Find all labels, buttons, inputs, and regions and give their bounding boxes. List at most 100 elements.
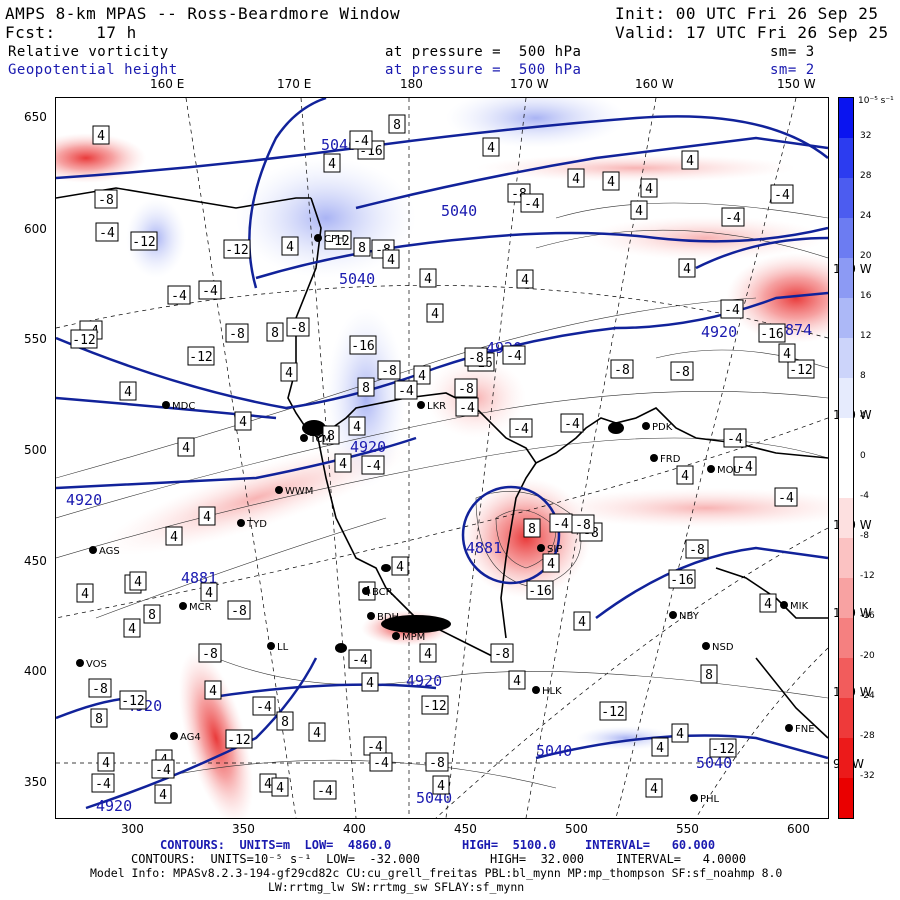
colorbar-label-11: -12 [860, 571, 875, 581]
vorticity-value-box-98: 4 [280, 362, 298, 382]
vorticity-value-box-29: 4 [432, 775, 450, 795]
vorticity-value-text-1: 4 [124, 385, 132, 400]
vorticity-value-text-91: -4 [727, 432, 743, 447]
vorticity-value-text-36: 4 [102, 756, 110, 771]
vorticity-contour-high: HIGH= 32.000 [490, 852, 584, 866]
vorticity-value-box-66: -4 [774, 487, 798, 507]
vorticity-value-box-11: 4 [204, 680, 222, 700]
station-label-10: AG4 [180, 732, 201, 743]
station-label-12: MPM [402, 632, 425, 643]
colorbar-segment-16 [839, 738, 853, 778]
vorticity-value-text-2: -4 [725, 211, 741, 226]
station-16: PDK [642, 422, 673, 433]
vorticity-value-box-77: -8 [425, 752, 449, 772]
vorticity-contour-info: CONTOURS: UNITS=10⁻⁵ s⁻¹ LOW= -32.000 [131, 852, 420, 866]
vorticity-value-text-44: -8 [202, 647, 218, 662]
vorticity-value-box-58: 4 [759, 593, 777, 613]
top-lon-label-0: 160 E [150, 77, 185, 91]
y-tick-label-5: 400 [24, 664, 47, 678]
vorticity-value-text-26: 4 [656, 741, 664, 756]
vorticity-value-text-72: -8 [689, 543, 705, 558]
vorticity-value-text-101: 4 [387, 253, 395, 268]
vorticity-value-text-31: -12 [189, 350, 212, 365]
vorticity-value-box-117: -8 [610, 359, 634, 379]
terrain-detail [302, 420, 624, 653]
vorticity-value-text-43: 4 [513, 674, 521, 689]
vorticity-value-box-28: -8 [571, 514, 595, 534]
height-label-7: 4920 [350, 438, 386, 456]
vorticity-value-text-93: 4 [170, 530, 178, 545]
station-9: VOS [76, 659, 107, 670]
vorticity-value-text-17: -12 [789, 363, 812, 378]
vorticity-value-box-88: -4 [520, 193, 544, 213]
vorticity-value-box-82: 4 [573, 611, 591, 631]
colorbar-label-1: 28 [860, 171, 872, 181]
vorticity-value-box-118: -4 [95, 222, 119, 242]
vorticity-value-box-27: 8 [700, 664, 718, 684]
vorticity-value-text-25: -8 [231, 604, 247, 619]
vorticity-value-box-34: -16 [758, 323, 786, 343]
colorbar-label-3: 20 [860, 251, 872, 261]
vorticity-value-box-78: -8 [490, 643, 514, 663]
vorticity-value-box-102: 8 [322, 425, 340, 445]
vorticity-value-text-65: -4 [171, 289, 187, 304]
vorticity-value-box-91: -4 [723, 428, 747, 448]
y-tick-label-6: 350 [24, 775, 47, 789]
vorticity-value-text-116: 4 [313, 726, 321, 741]
vorticity-value-text-78: -8 [494, 647, 510, 662]
vorticity-value-boxes: -124-4444848-884-8-16-8-12-16-128-44-48-… [70, 114, 815, 804]
station-label-15: LKR [427, 401, 446, 412]
colorbar-segment-5 [839, 298, 853, 338]
vorticity-value-text-30: 8 [271, 326, 279, 341]
station-22: MIK [780, 601, 809, 612]
vorticity-value-text-96: -8 [468, 351, 484, 366]
vorticity-value-box-60: 8 [276, 711, 294, 731]
x-tick-label-2: 400 [343, 822, 366, 836]
colorbar-segment-7 [839, 378, 853, 418]
vorticity-value-box-40: 4 [678, 258, 696, 278]
station-19: NBY [669, 611, 700, 622]
vorticity-value-box-79: -4 [349, 130, 373, 150]
vorticity-value-text-64: 4 [97, 129, 105, 144]
height-label-5: 5040 [696, 754, 732, 772]
colorbar-segment-8 [839, 418, 853, 458]
colorbar-label-4: 16 [860, 291, 872, 301]
vorticity-value-text-3: 4 [339, 457, 347, 472]
vorticity-value-box-2: -4 [721, 207, 745, 227]
field1-name: Relative vorticity [8, 44, 169, 60]
vorticity-value-box-83: -4 [394, 380, 418, 400]
colorbar-segment-2 [839, 178, 853, 218]
colorbar-label-14: -24 [860, 691, 875, 701]
map-canvas: 5040504050405040504050404920492049204920… [56, 98, 828, 818]
station-label-5: AGS [99, 546, 120, 557]
vorticity-value-box-108: -4 [313, 780, 337, 800]
forecast-hour: Fcst: 17 h [5, 23, 137, 42]
vorticity-value-box-71: -4 [509, 418, 533, 438]
vorticity-value-box-89: 4 [177, 437, 195, 457]
vorticity-value-box-8: 8 [143, 604, 161, 624]
vorticity-value-box-95: -4 [252, 696, 276, 716]
vorticity-value-text-29: 4 [437, 779, 445, 794]
vorticity-value-text-10: 8 [95, 712, 103, 727]
station-label-22: MIK [790, 601, 809, 612]
vorticity-value-box-54: -4 [151, 759, 175, 779]
vorticity-value-text-35: -8 [458, 382, 474, 397]
vorticity-value-box-119: 4 [129, 571, 147, 591]
vorticity-value-box-17: -12 [787, 359, 815, 379]
station-label-11: BDH [377, 612, 399, 623]
vorticity-value-box-63: -8 [88, 678, 112, 698]
colorbar-label-16: -32 [860, 771, 875, 781]
vorticity-value-box-48: 4 [640, 178, 658, 198]
vorticity-value-text-8: 8 [148, 608, 156, 623]
vorticity-value-text-119: 4 [134, 575, 142, 590]
x-tick-label-0: 300 [121, 822, 144, 836]
height-contour-high: HIGH= 5100.0 [462, 838, 556, 852]
field1-smoothing: sm= 3 [770, 44, 815, 60]
vorticity-value-text-81: -4 [506, 349, 522, 364]
top-lon-label-5: 150 W [777, 77, 816, 91]
vorticity-value-text-100: -8 [98, 193, 114, 208]
vorticity-value-text-7: 4 [431, 307, 439, 322]
vorticity-value-box-9: -8 [286, 317, 310, 337]
vorticity-value-text-55: 4 [487, 141, 495, 156]
